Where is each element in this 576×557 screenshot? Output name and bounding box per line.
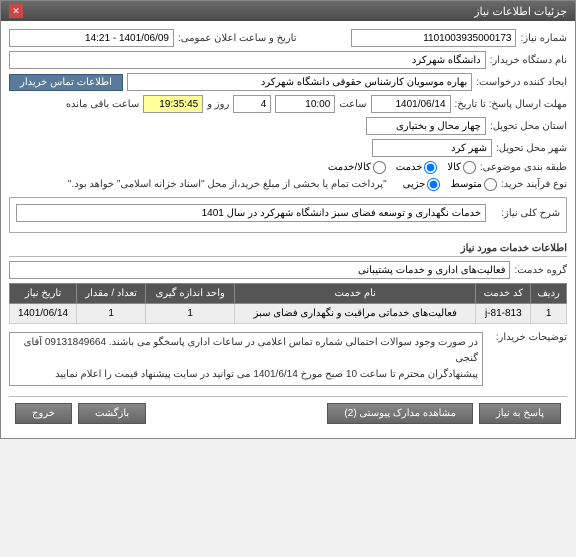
table-row: 1 j-81-813 فعالیت‌های خدماتی مراقبت و نگ… xyxy=(10,304,567,324)
reply-button[interactable]: پاسخ به نیاز xyxy=(479,403,561,424)
pub-dt-label: تاریخ و ساعت اعلان عمومی: xyxy=(178,33,297,44)
td-date: 1401/06/14 xyxy=(10,304,77,324)
td-name: فعالیت‌های خدماتی مراقبت و نگهداری فضای … xyxy=(235,304,476,324)
services-table: ردیف کد خدمت نام خدمت واحد اندازه گیری ت… xyxy=(9,283,567,324)
group-label: گروه خدمت: xyxy=(514,265,567,276)
deadline-time: 10:00 xyxy=(275,95,335,113)
subject-opt-kala[interactable]: کالا xyxy=(447,161,476,174)
pub-dt-value: 1401/06/09 - 14:21 xyxy=(9,29,174,47)
th-row: ردیف xyxy=(531,284,567,304)
th-name: نام خدمت xyxy=(235,284,476,304)
countdown: 19:35:45 xyxy=(143,95,203,113)
need-no-value: 1101003935000173 xyxy=(351,29,516,47)
city-value: شهر کرد xyxy=(372,139,492,157)
purchase-type-radios: متوسط جزیی xyxy=(403,178,497,191)
group-value: فعالیت‌های اداری و خدمات پشتیبانی xyxy=(9,261,510,279)
desc-value: خدمات نگهداری و توسعه فضای سبز دانشگاه ش… xyxy=(16,204,486,222)
desc-label: شرح کلی نیاز: xyxy=(490,208,560,219)
purchase-type-label: نوع فرآیند خرید: xyxy=(501,179,567,190)
province-value: چهار محال و بختیاری xyxy=(366,117,486,135)
th-date: تاریخ نیاز xyxy=(10,284,77,304)
title-bar: جزئیات اطلاعات نیاز ✕ xyxy=(1,1,575,21)
requester-value: بهاره موسویان کارشناس حقوقی دانشگاه شهرک… xyxy=(127,73,472,91)
subject-type-radios: کالا خدمت کالا/خدمت xyxy=(328,161,476,174)
deadline-date: 1401/06/14 xyxy=(371,95,451,113)
table-header-row: ردیف کد خدمت نام خدمت واحد اندازه گیری ت… xyxy=(10,284,567,304)
close-icon[interactable]: ✕ xyxy=(9,4,23,18)
td-unit: 1 xyxy=(146,304,235,324)
window-title: جزئیات اطلاعات نیاز xyxy=(474,5,567,18)
time-label-1: ساعت xyxy=(339,99,366,110)
explain-label: توضیحات خریدار: xyxy=(487,332,567,343)
days-label: روز و xyxy=(207,99,229,110)
th-unit: واحد اندازه گیری xyxy=(146,284,235,304)
th-qty: تعداد / مقدار xyxy=(77,284,146,304)
countdown-suffix: ساعت باقی مانده xyxy=(66,99,139,110)
back-button[interactable]: بازگشت xyxy=(78,403,146,424)
city-label: شهر محل تحویل: xyxy=(496,143,567,154)
dialog-window: جزئیات اطلاعات نیاز ✕ شماره نیاز: 110100… xyxy=(0,0,576,439)
th-code: کد خدمت xyxy=(476,284,531,304)
action-bar: پاسخ به نیاز مشاهده مدارک پیوستی (2) باز… xyxy=(9,396,567,430)
content-area: شماره نیاز: 1101003935000173 تاریخ و ساع… xyxy=(1,21,575,438)
days-remain: 4 xyxy=(233,95,271,113)
exit-button[interactable]: خروج xyxy=(15,403,72,424)
need-no-label: شماره نیاز: xyxy=(520,33,567,44)
explain-text: در صورت وجود سوالات احتمالی شماره تماس ا… xyxy=(9,332,483,386)
deadline-label: مهلت ارسال پاسخ: تا تاریخ: xyxy=(455,99,567,110)
attach-button[interactable]: مشاهده مدارک پیوستی (2) xyxy=(327,403,473,424)
buyer-name-value: دانشگاه شهرکرد xyxy=(9,51,486,69)
td-qty: 1 xyxy=(77,304,146,324)
td-code: j-81-813 xyxy=(476,304,531,324)
province-label: استان محل تحویل: xyxy=(490,121,567,132)
services-title: اطلاعات خدمات مورد نیاز xyxy=(9,241,567,257)
buyer-name-label: نام دستگاه خریدار: xyxy=(490,55,567,66)
contact-button[interactable]: اطلاعات تماس خریدار xyxy=(9,74,123,91)
desc-box: شرح کلی نیاز: خدمات نگهداری و توسعه فضای… xyxy=(9,197,567,233)
purchase-note: "پرداخت تمام یا بخشی از مبلغ خرید،از محل… xyxy=(68,179,387,190)
subject-opt-both[interactable]: کالا/خدمت xyxy=(328,161,386,174)
purchase-opt-mid[interactable]: متوسط xyxy=(450,178,496,191)
purchase-opt-small[interactable]: جزیی xyxy=(403,178,441,191)
requester-label: ایجاد کننده درخواست: xyxy=(476,77,567,88)
subject-opt-khedmat[interactable]: خدمت xyxy=(396,161,438,174)
td-row: 1 xyxy=(531,304,567,324)
subject-type-label: طبقه بندی موضوعی: xyxy=(480,162,567,173)
